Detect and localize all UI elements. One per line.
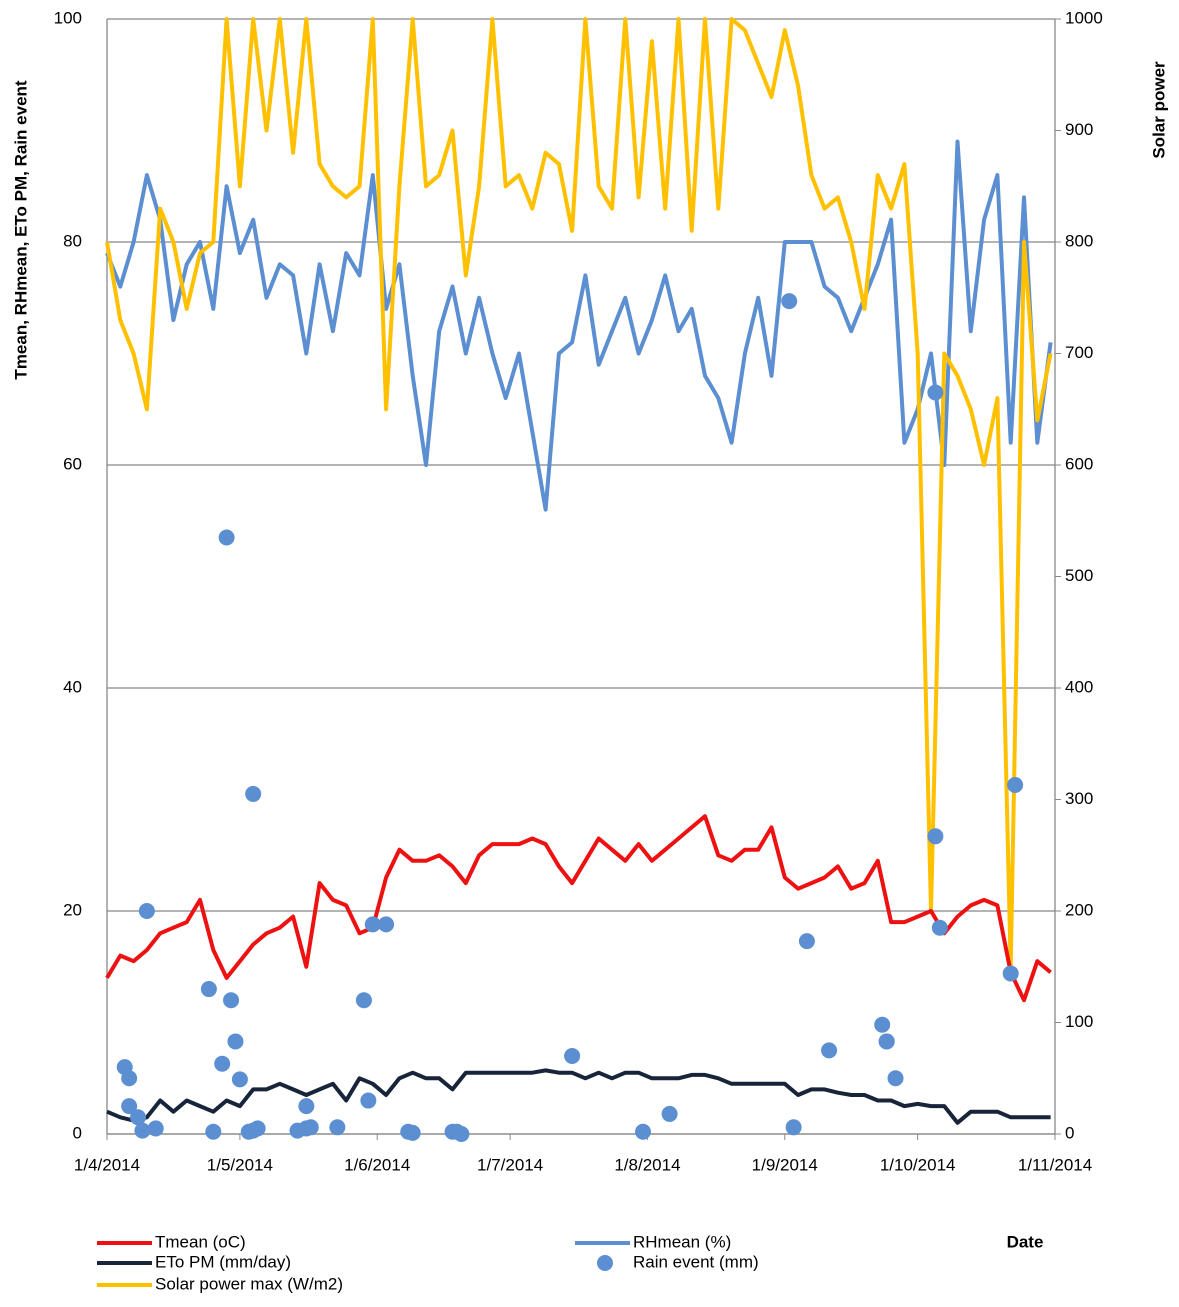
x-tick-label: 1/7/2014 <box>477 1155 543 1174</box>
rain-dot <box>378 916 395 933</box>
x-tick-label: 1/4/2014 <box>74 1155 140 1174</box>
x-tick-label: 1/5/2014 <box>207 1155 273 1174</box>
y2-tick-label: 400 <box>1065 677 1093 696</box>
rain-dot <box>231 1071 248 1088</box>
rain-dot <box>223 992 240 1009</box>
rain-dot <box>355 992 372 1009</box>
rain-dot <box>121 1098 138 1115</box>
y-tick-label: 60 <box>63 454 82 473</box>
y2-tick-label: 700 <box>1065 343 1093 362</box>
rain-dot <box>927 828 944 845</box>
y2-tick-label: 900 <box>1065 120 1093 139</box>
rain-dot <box>138 903 155 919</box>
rain-dot <box>302 1119 319 1136</box>
rain-dot <box>245 785 262 802</box>
rain-dot <box>121 1070 138 1087</box>
rain-dot <box>134 1122 151 1139</box>
legend-label: ETo PM (mm/day) <box>155 1252 291 1271</box>
y2-tick-label: 500 <box>1065 566 1093 585</box>
rain-dot <box>821 1042 838 1059</box>
series-line <box>105 17 1053 969</box>
rain-dot <box>298 1098 315 1115</box>
y2-axis-title: Solar power <box>1149 61 1168 159</box>
legend-label: RHmean (%) <box>633 1232 731 1251</box>
rain-dot <box>130 1109 147 1126</box>
rain-dot <box>661 1105 678 1122</box>
rain-dot <box>360 1092 377 1109</box>
series-line <box>105 139 1053 512</box>
x-tick-label: 1/9/2014 <box>752 1155 818 1174</box>
rain-dot <box>404 1124 421 1141</box>
y-tick-label: 0 <box>73 1123 82 1142</box>
y2-tick-label: 1000 <box>1065 8 1103 27</box>
rain-dot <box>218 529 235 546</box>
y2-tick-label: 200 <box>1065 900 1093 919</box>
series-line <box>105 814 1052 1003</box>
rain-dot <box>453 1126 470 1142</box>
rain-dot <box>214 1055 231 1072</box>
rain-dot <box>887 1070 904 1087</box>
rain-dot <box>874 1016 891 1033</box>
rain-dot <box>249 1120 266 1137</box>
y-axis-title: Tmean, RHmean, ETo PM, Rain event <box>11 80 30 379</box>
y-tick-label: 20 <box>63 900 82 919</box>
rain-dot <box>931 919 948 936</box>
rain-dot <box>1002 965 1019 982</box>
rain-dot <box>785 1119 802 1136</box>
x-tick-label: 1/6/2014 <box>344 1155 410 1174</box>
x-tick-label: 1/8/2014 <box>614 1155 680 1174</box>
rain-dot <box>927 384 944 401</box>
y-tick-label: 40 <box>63 677 82 696</box>
rain-dot <box>227 1033 244 1050</box>
y2-tick-label: 600 <box>1065 454 1093 473</box>
rain-dot <box>200 981 217 998</box>
legend-label: Tmean (oC) <box>155 1232 246 1251</box>
rain-dot <box>364 916 381 933</box>
rain-dot <box>781 293 798 310</box>
y2-tick-label: 800 <box>1065 231 1093 250</box>
legend-label: Solar power max (W/m2) <box>155 1274 343 1293</box>
legend-label: Rain event (mm) <box>633 1252 759 1271</box>
y-tick-label: 100 <box>54 8 82 27</box>
legend-marker <box>597 1255 613 1271</box>
y2-tick-label: 300 <box>1065 789 1093 808</box>
rain-dot <box>878 1033 895 1050</box>
rain-dot <box>329 1119 346 1136</box>
y2-tick-label: 0 <box>1065 1123 1074 1142</box>
series-line <box>106 1068 1051 1125</box>
rain-dot <box>147 1120 164 1137</box>
rain-dot <box>798 933 815 950</box>
y2-tick-label: 100 <box>1065 1012 1093 1031</box>
rain-dot <box>205 1123 222 1140</box>
x-tick-label: 1/10/2014 <box>880 1155 956 1174</box>
rain-dot <box>1007 777 1024 794</box>
x-tick-label: 1/11/2014 <box>1018 1155 1092 1174</box>
x-axis-title: Date <box>1007 1232 1044 1251</box>
y-tick-label: 80 <box>63 231 82 250</box>
rain-dot <box>564 1047 581 1064</box>
rain-dot <box>635 1123 652 1140</box>
